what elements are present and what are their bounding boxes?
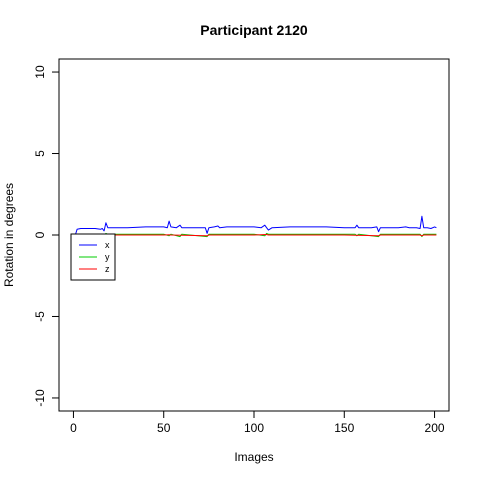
x-tick-label: 50	[157, 421, 171, 435]
x-tick-label: 100	[244, 421, 264, 435]
legend-label-z: z	[105, 264, 110, 274]
y-tick-label: 0	[33, 231, 47, 238]
x-axis: 0 50 100 150 200	[70, 410, 445, 435]
legend-label-y: y	[105, 252, 110, 262]
y-tick-label: 10	[33, 65, 47, 79]
y-tick-label: -10	[33, 389, 47, 407]
legend-label-x: x	[105, 240, 110, 250]
y-axis-label: Rotation in degrees	[2, 183, 16, 287]
y-axis: 10 5 0 -5 -10	[33, 65, 60, 407]
x-axis-label: Images	[234, 450, 273, 464]
x-tick-label: 200	[425, 421, 445, 435]
y-tick-label: -5	[33, 311, 47, 322]
series-line-x	[74, 215, 437, 236]
y-tick-label: 5	[33, 150, 47, 157]
legend: xyz	[70, 233, 116, 281]
x-tick-label: 0	[70, 421, 77, 435]
chart-title: Participant 2120	[200, 22, 308, 38]
x-tick-label: 150	[334, 421, 354, 435]
